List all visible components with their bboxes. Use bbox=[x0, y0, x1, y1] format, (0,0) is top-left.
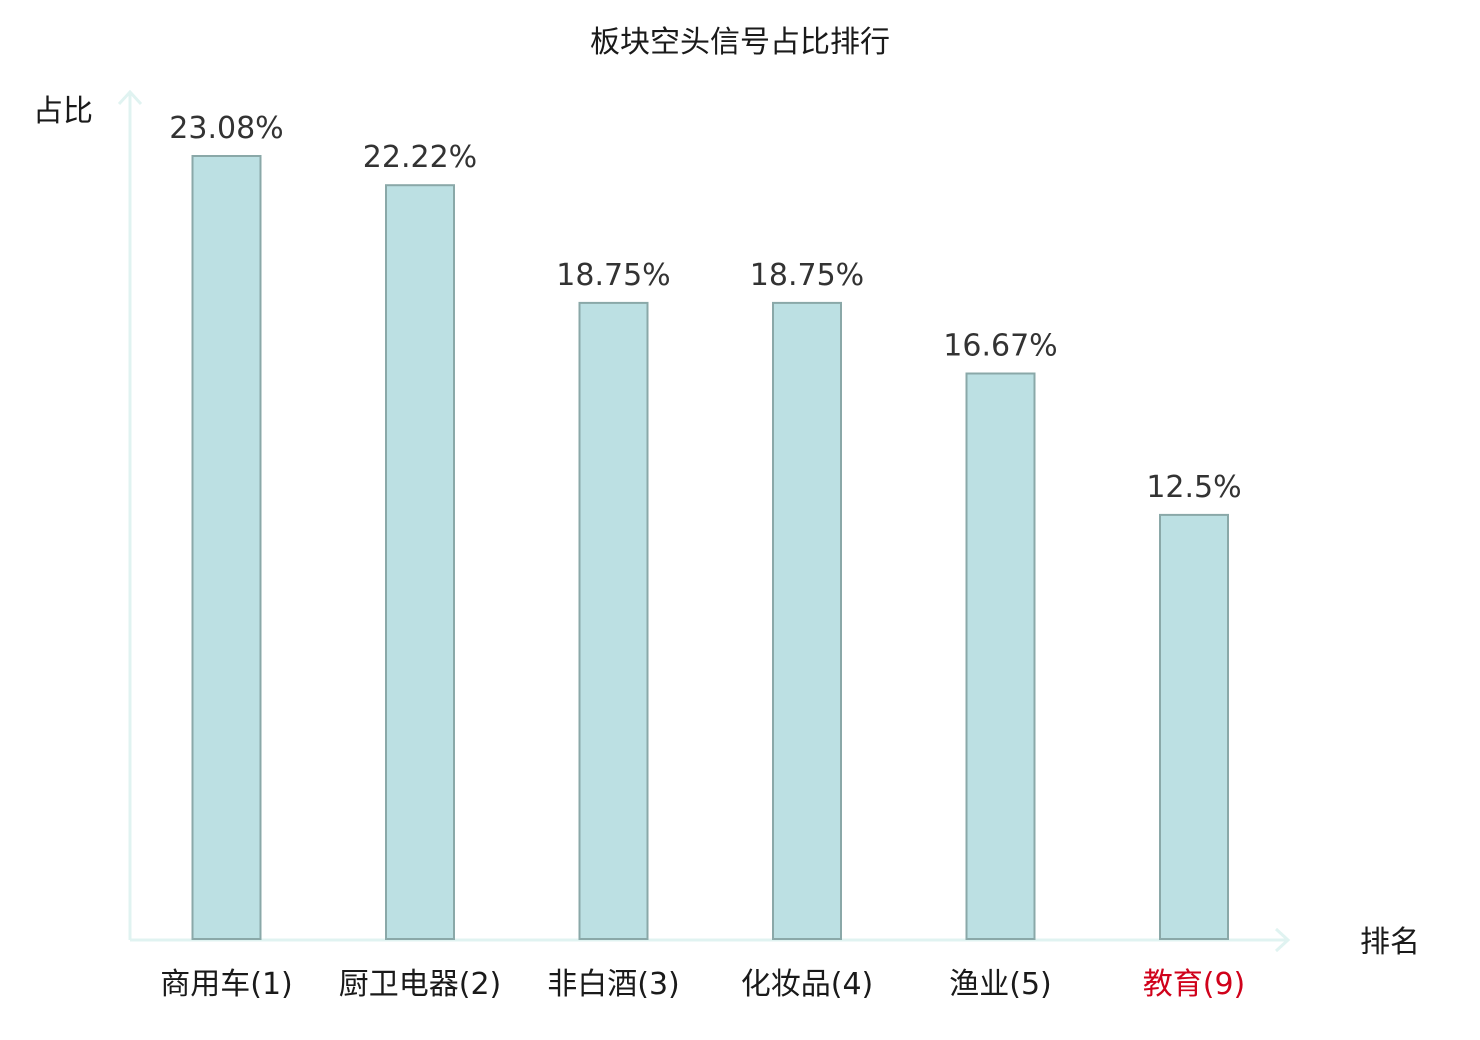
value-label-6: 12.5% bbox=[1146, 470, 1241, 505]
value-label-1: 23.08% bbox=[169, 111, 283, 146]
category-label-6: 教育(9) bbox=[1143, 967, 1246, 1002]
bar-3 bbox=[578, 301, 649, 940]
x-axis-label: 排名 bbox=[1360, 925, 1420, 960]
y-axis-label: 占比 bbox=[33, 94, 93, 129]
x-axis-arrow bbox=[1274, 927, 1291, 953]
value-labels: 23.08% 22.22% 18.75% 18.75% 16.67% 12.5% bbox=[169, 111, 1241, 505]
category-label-2: 厨卫电器(2) bbox=[339, 967, 502, 1002]
bar-6 bbox=[1159, 513, 1229, 941]
bar-1 bbox=[191, 155, 262, 940]
bar-2 bbox=[385, 184, 455, 940]
axes bbox=[117, 89, 1291, 953]
y-axis-arrow bbox=[117, 89, 143, 106]
category-label-5: 渔业(5) bbox=[949, 967, 1052, 1002]
bar-4 bbox=[772, 301, 842, 940]
chart-title: 板块空头信号占比排行 bbox=[590, 25, 890, 60]
value-label-5: 16.67% bbox=[943, 329, 1057, 364]
value-label-2: 22.22% bbox=[363, 140, 477, 175]
bars bbox=[191, 155, 1229, 941]
category-label-3: 非白酒(3) bbox=[547, 967, 680, 1002]
category-label-1: 商用车(1) bbox=[160, 967, 293, 1002]
value-label-3: 18.75% bbox=[556, 258, 670, 293]
bar-5 bbox=[965, 372, 1036, 940]
category-label-4: 化妆品(4) bbox=[741, 967, 874, 1002]
category-labels: 商用车(1) 厨卫电器(2) 非白酒(3) 化妆品(4) 渔业(5) 教育(9) bbox=[160, 967, 1245, 1002]
value-label-4: 18.75% bbox=[750, 258, 864, 293]
